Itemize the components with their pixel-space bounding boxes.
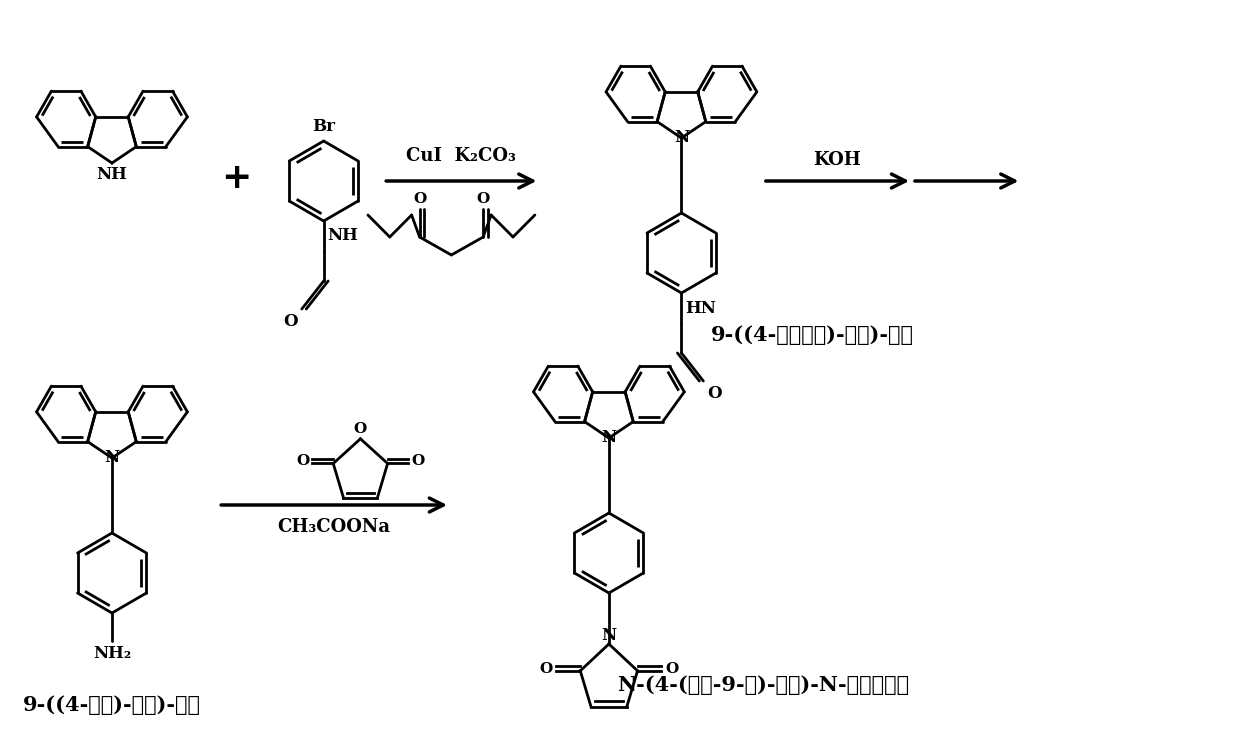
Text: NH: NH <box>97 166 128 183</box>
Text: O: O <box>296 455 310 469</box>
Text: +: + <box>221 161 252 195</box>
Text: O: O <box>666 662 678 676</box>
Text: CH₃COONa: CH₃COONa <box>278 518 391 536</box>
Text: N: N <box>673 129 689 146</box>
Text: O: O <box>353 422 367 436</box>
Text: CuI  K₂CO₃: CuI K₂CO₃ <box>407 147 516 165</box>
Text: O: O <box>412 455 424 469</box>
Text: O: O <box>476 192 490 206</box>
Text: NH₂: NH₂ <box>93 645 131 662</box>
Text: N: N <box>104 450 119 467</box>
Text: O: O <box>413 192 427 206</box>
Text: 9-((4-氨基)-苯基)-咋唢: 9-((4-氨基)-苯基)-咋唢 <box>24 695 201 715</box>
Text: HN: HN <box>686 299 717 317</box>
Text: KOH: KOH <box>813 151 862 169</box>
Text: 9-((4-乙酯氨基)-苯基)-咋唢: 9-((4-乙酯氨基)-苯基)-咋唢 <box>712 325 914 345</box>
Text: O: O <box>539 662 553 676</box>
Text: Br: Br <box>312 118 335 135</box>
Text: N: N <box>601 429 616 447</box>
Text: N-(4-(咋唢-9-基)-苯基)-N-马来酯亚胺: N-(4-(咋唢-9-基)-苯基)-N-马来酯亚胺 <box>616 675 909 695</box>
Text: N: N <box>601 627 616 644</box>
Text: O: O <box>283 313 298 330</box>
Text: NH: NH <box>327 227 358 244</box>
Text: O: O <box>707 385 722 402</box>
